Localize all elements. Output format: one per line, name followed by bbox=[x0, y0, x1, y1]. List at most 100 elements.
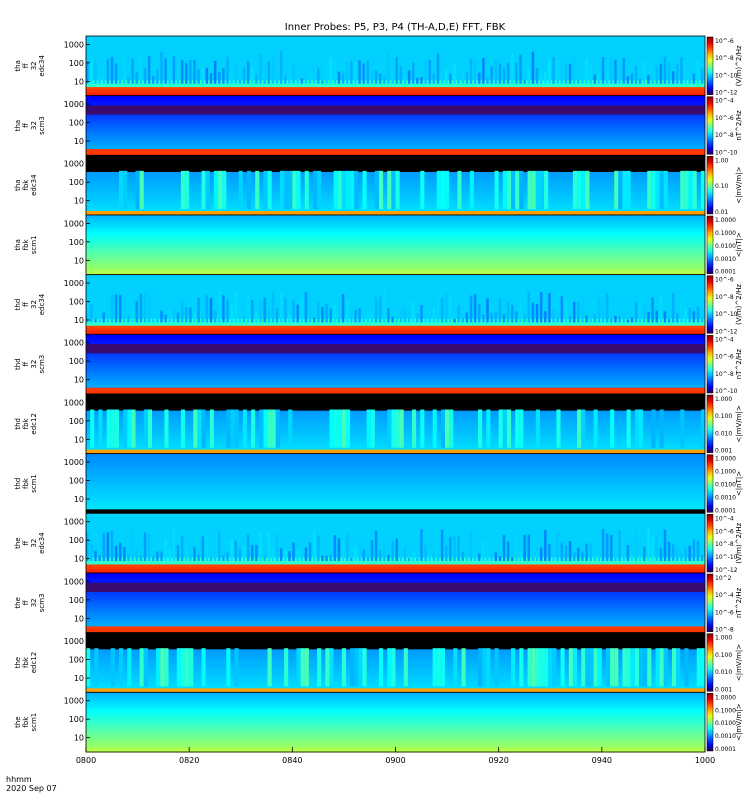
burst-streak bbox=[391, 409, 396, 448]
panel-10-band bbox=[86, 607, 705, 611]
panel-6-band bbox=[86, 352, 705, 356]
burst-streak bbox=[246, 170, 252, 210]
burst-streak bbox=[246, 60, 250, 84]
burst-streak bbox=[98, 75, 101, 84]
burst-streak bbox=[345, 300, 349, 323]
panel-11-band bbox=[86, 690, 705, 693]
colorbar bbox=[706, 514, 714, 573]
panel-12-band bbox=[86, 712, 705, 716]
burst-streak bbox=[176, 64, 180, 84]
burst-streak bbox=[502, 67, 506, 84]
panel-label: ff bbox=[22, 362, 30, 367]
burst-streak bbox=[692, 73, 696, 84]
panel-4-band bbox=[86, 233, 705, 237]
burst-streak bbox=[378, 73, 382, 84]
burst-streak bbox=[119, 542, 122, 562]
burst-streak bbox=[469, 295, 473, 323]
burst-streak bbox=[581, 409, 586, 448]
panel-2-band bbox=[86, 130, 705, 133]
burst-streak bbox=[577, 547, 580, 562]
panel-8-band bbox=[86, 472, 705, 475]
ytick-label: 10 bbox=[74, 77, 84, 86]
burst-streak bbox=[222, 295, 225, 323]
panel-9-band bbox=[86, 566, 705, 570]
ytick-label: 100 bbox=[69, 417, 84, 426]
burst-streak bbox=[296, 78, 299, 84]
colorbar-tick-label: 1.0000 bbox=[715, 217, 736, 224]
colorbar-tick-label: 0.001 bbox=[715, 686, 732, 693]
panel-4-band bbox=[86, 242, 705, 246]
burst-streak bbox=[581, 170, 586, 210]
panel-12-band bbox=[86, 708, 705, 712]
burst-streak bbox=[296, 304, 299, 323]
burst-streak bbox=[234, 409, 239, 448]
panel-1-band bbox=[86, 93, 705, 97]
burst-streak bbox=[663, 648, 668, 687]
colorbar-tick-label: 0.0001 bbox=[715, 507, 736, 514]
panel-6-band bbox=[86, 343, 705, 347]
burst-streak bbox=[692, 539, 696, 562]
burst-streak bbox=[218, 170, 223, 210]
panel-8-band bbox=[86, 455, 705, 459]
burst-streak bbox=[436, 53, 440, 84]
colorbar bbox=[706, 36, 714, 95]
burst-streak bbox=[370, 540, 374, 562]
ytick-label: 1000 bbox=[64, 518, 84, 527]
burst-streak bbox=[135, 549, 138, 562]
panel-6-band bbox=[86, 366, 705, 370]
panel-9-streaks bbox=[86, 528, 704, 562]
burst-streak bbox=[589, 543, 592, 562]
colorbar bbox=[706, 454, 714, 513]
colorbar-tick-label: 10^2 bbox=[715, 575, 732, 582]
panel-label: the bbox=[14, 657, 22, 669]
burst-streak bbox=[275, 409, 280, 448]
panel-10-band bbox=[86, 584, 705, 588]
burst-streak bbox=[539, 648, 545, 687]
burst-streak bbox=[564, 62, 568, 84]
panel-8-band bbox=[86, 504, 705, 508]
burst-streak bbox=[531, 302, 535, 323]
burst-streak bbox=[671, 544, 675, 562]
burst-streak bbox=[321, 80, 324, 84]
burst-streak bbox=[601, 299, 605, 323]
burst-streak bbox=[378, 550, 382, 562]
burst-streak bbox=[622, 531, 625, 562]
ytick-label: 100 bbox=[69, 298, 84, 307]
burst-streak bbox=[350, 648, 355, 687]
panel-8-band bbox=[86, 458, 705, 462]
colorbar-unit: (V/m)^2/Hz bbox=[735, 45, 743, 86]
colorbar-unit: <|mV/m|> bbox=[735, 166, 743, 203]
panel-10-band bbox=[86, 579, 705, 583]
burst-streak bbox=[131, 58, 134, 84]
panel-2-band bbox=[86, 97, 705, 101]
panel-6-band bbox=[86, 373, 705, 377]
panel-8-band bbox=[86, 497, 705, 501]
burst-streak bbox=[560, 71, 564, 84]
burst-streak bbox=[296, 648, 301, 687]
panel-2-band bbox=[86, 111, 705, 115]
burst-streak bbox=[552, 309, 555, 323]
burst-streak bbox=[605, 293, 609, 323]
panel-10-band bbox=[86, 593, 705, 597]
burst-streak bbox=[461, 71, 465, 84]
burst-streak bbox=[605, 648, 611, 687]
panel-12-band bbox=[86, 742, 705, 746]
burst-streak bbox=[288, 60, 291, 84]
burst-streak bbox=[601, 528, 605, 562]
burst-streak bbox=[478, 553, 481, 562]
panel-2-band bbox=[86, 118, 705, 122]
panel-3-band bbox=[86, 164, 705, 168]
burst-streak bbox=[345, 534, 349, 562]
colorbar-tick-label: 10^-10 bbox=[715, 554, 738, 561]
panel-7-band bbox=[86, 446, 705, 450]
burst-streak bbox=[345, 409, 351, 448]
panel-6-band bbox=[86, 350, 705, 354]
burst-streak bbox=[370, 409, 375, 448]
panel-12-band bbox=[86, 719, 705, 723]
burst-streak bbox=[614, 170, 619, 210]
burst-streak bbox=[127, 553, 130, 562]
panel-9-band bbox=[86, 570, 705, 574]
burst-streak bbox=[275, 533, 279, 562]
burst-streak bbox=[527, 170, 532, 210]
burst-streak bbox=[358, 648, 363, 687]
